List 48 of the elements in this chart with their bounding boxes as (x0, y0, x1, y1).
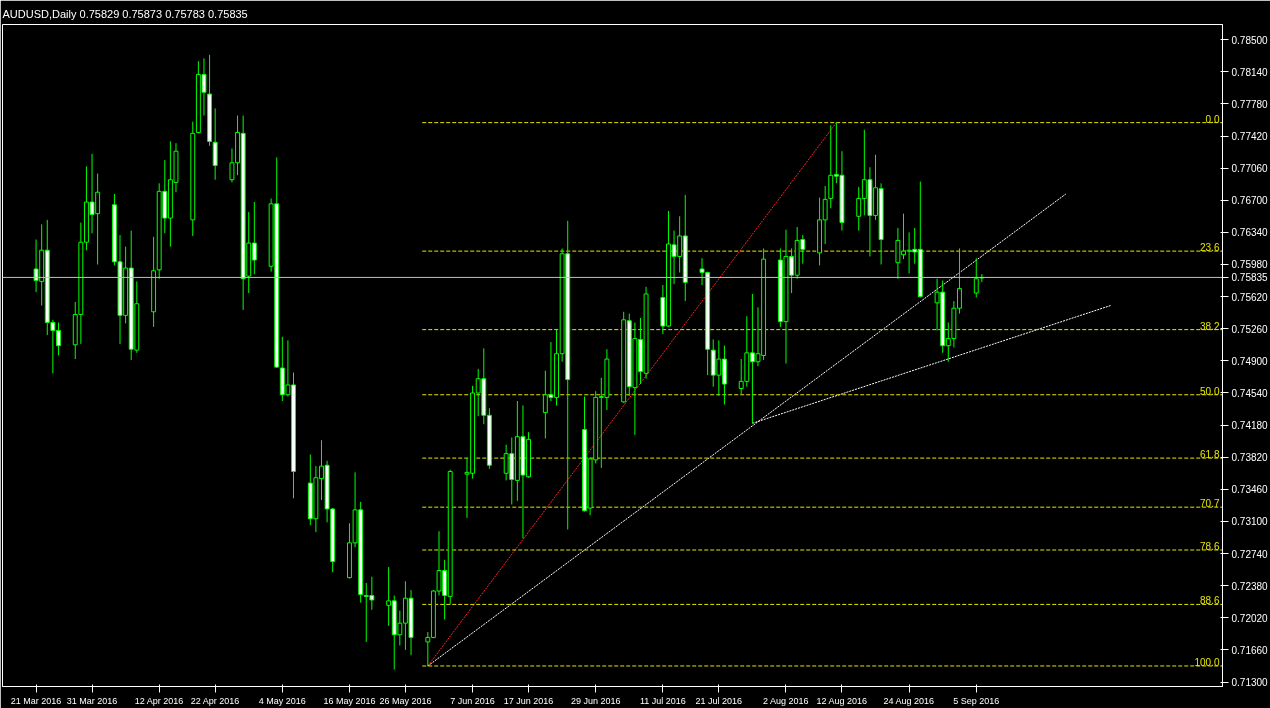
y-tick-label: 0.76340 (1231, 227, 1269, 239)
chart-title: AUDUSD,Daily 0.75829 0.75873 0.75783 0.75835 (2, 7, 248, 20)
x-tick-label: 21 Jul 2016 (695, 695, 743, 706)
series-label: 100.0 (1194, 656, 1220, 668)
y-tick-label: 0.73820 (1231, 452, 1269, 464)
y-tick-label: 0.75980 (1231, 259, 1269, 271)
x-tick-label: 2 Aug 2016 (762, 695, 809, 706)
series-label: 70.7 (1200, 498, 1220, 510)
ref-line-label: 0.75835 (1231, 272, 1269, 284)
y-tick-label: 0.76700 (1231, 195, 1269, 207)
y-tick-label: 0.74180 (1231, 420, 1269, 432)
x-tick-label: 12 Apr 2016 (134, 695, 184, 706)
y-tick-label: 0.77420 (1231, 131, 1269, 143)
x-tick-label: 21 Mar 2016 (10, 695, 62, 706)
x-tick-label: 24 Aug 2016 (883, 695, 935, 706)
x-tick-label: 16 May 2016 (323, 695, 376, 706)
series-label: 50.0 (1200, 385, 1220, 397)
series-label: 78.6 (1200, 541, 1220, 552)
y-tick-label: 0.77060 (1231, 163, 1269, 175)
y-tick-label: 0.71660 (1231, 644, 1269, 656)
y-tick-label: 0.72020 (1231, 612, 1269, 624)
x-tick-label: 12 Aug 2016 (816, 695, 867, 706)
series-label: 0.0 (1205, 113, 1220, 125)
x-tick-label: 7 Jun 2016 (450, 695, 495, 706)
y-tick-label: 0.72740 (1231, 548, 1269, 560)
y-tick-label: 0.74900 (1231, 355, 1269, 367)
y-tick-label: 0.73460 (1231, 484, 1269, 496)
y-tick-label: 0.78500 (1231, 34, 1269, 46)
x-tick-label: 26 May 2016 (379, 695, 432, 706)
series-label: 38.2 (1200, 320, 1220, 332)
x-tick-label: 11 Jul 2016 (639, 695, 686, 706)
series-label: 88.6 (1200, 595, 1220, 607)
y-tick-label: 0.71300 (1231, 677, 1269, 689)
y-tick-label: 0.74540 (1231, 387, 1269, 399)
y-tick-label: 0.75620 (1231, 291, 1269, 303)
y-tick-label: 0.73100 (1231, 516, 1269, 528)
x-tick-label: 17 Jun 2016 (503, 695, 554, 706)
y-tick-label: 0.78140 (1231, 66, 1269, 78)
x-tick-label: 5 Sep 2016 (953, 695, 1000, 706)
y-tick-label: 0.77780 (1231, 98, 1269, 110)
x-tick-label: 31 Mar 2016 (66, 695, 118, 706)
y-tick-label: 0.75260 (1231, 323, 1269, 335)
y-tick-label: 0.72380 (1231, 580, 1269, 592)
x-tick-label: 29 Jun 2016 (570, 695, 621, 706)
x-tick-label: 4 May 2016 (258, 695, 306, 706)
series-label: 61.8 (1200, 449, 1220, 461)
x-tick-label: 22 Apr 2016 (190, 695, 240, 706)
series-label: 23.6 (1200, 242, 1220, 254)
